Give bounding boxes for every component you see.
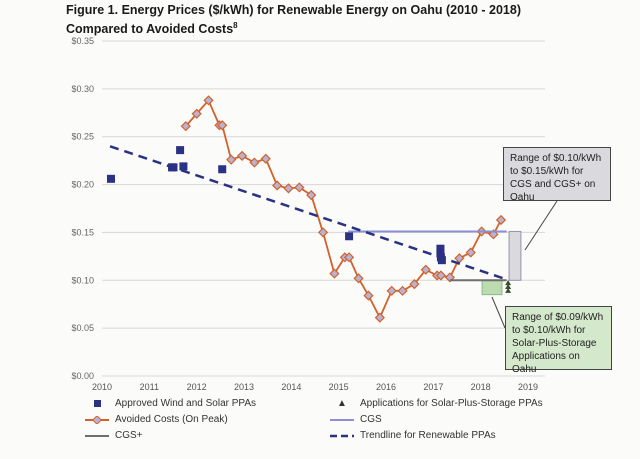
chart-title: Figure 1. Energy Prices ($/kWh) for Rene… (66, 3, 521, 37)
legend-label: CGS+ (115, 430, 143, 441)
diamond-marker (306, 190, 317, 201)
x-tick-label: 2010 (92, 382, 112, 392)
diamond-marker (272, 180, 283, 191)
series-line (109, 145, 507, 281)
diamond-marker (317, 227, 329, 238)
x-tick-label: 2018 (471, 382, 491, 392)
square-marker (218, 165, 227, 174)
diamond-marker (226, 154, 237, 165)
diamond-marker (191, 108, 202, 119)
diamond-marker (217, 120, 228, 131)
y-tick-label: $0.25 (71, 132, 94, 142)
x-tick-label: 2011 (140, 382, 159, 392)
x-tick-label: 2019 (518, 382, 538, 392)
line-icon (330, 418, 354, 421)
legend-cgs: CGS (330, 414, 382, 425)
square-marker (106, 174, 115, 183)
diamond-marker (420, 264, 431, 275)
legend-label: Trendline for Renewable PPAs (360, 430, 496, 441)
diamond-marker (454, 253, 465, 264)
range-box-cgs-range (508, 230, 522, 281)
annotation-leader-line (491, 296, 506, 329)
annotation-leader-line (524, 200, 558, 251)
title-line-1: Figure 1. Energy Prices ($/kWh) for Rene… (66, 3, 521, 17)
title-footnote: 8 (233, 21, 238, 30)
y-tick-label: $0.20 (71, 180, 94, 190)
diamond-marker (294, 182, 305, 193)
legend-cgs-plus: CGS+ (85, 430, 143, 441)
legend-trendline: Trendline for Renewable PPAs (330, 430, 496, 441)
annotation-solar-storage-range: Range of $0.09/kWh to $0.10/kWh for Sola… (505, 306, 612, 375)
legend-label: Avoided Costs (On Peak) (115, 414, 228, 425)
diamond-marker (386, 285, 397, 296)
y-tick-label: $0.30 (71, 84, 94, 94)
diamond-marker (329, 268, 340, 279)
square-marker (176, 146, 185, 155)
diamond-marker (283, 183, 294, 194)
series-line (185, 98, 502, 320)
triangle-marker (505, 280, 512, 286)
diamond-marker (465, 247, 476, 258)
square-marker (179, 162, 188, 171)
diamond-marker (363, 290, 374, 301)
dashed-line-icon (330, 434, 354, 438)
diamond-marker (495, 214, 507, 226)
y-tick-label: $0.00 (71, 371, 94, 381)
x-tick-label: 2012 (187, 382, 207, 392)
diamond-marker (343, 252, 355, 263)
x-tick-label: 2013 (234, 382, 254, 392)
diamond-marker (180, 121, 191, 132)
legend-approved-ppas: Approved Wind and Solar PPAs (85, 398, 256, 409)
square-marker-icon (85, 400, 109, 407)
square-marker (345, 232, 354, 241)
triangle-marker-icon: ▲ (337, 398, 347, 409)
x-tick-label: 2016 (376, 382, 396, 392)
y-tick-label: $0.10 (71, 275, 94, 285)
title-line-2: Compared to Avoided Costs8 (66, 18, 521, 37)
diamond-marker (237, 150, 248, 161)
legend-label: Approved Wind and Solar PPAs (115, 398, 257, 409)
y-tick-label: $0.35 (71, 36, 94, 46)
y-tick-label: $0.15 (71, 227, 94, 237)
diamond-marker (435, 270, 446, 281)
line-icon (85, 434, 109, 437)
legend-avoided-costs: Avoided Costs (On Peak) (85, 414, 228, 425)
legend-label: Applications for Solar-Plus-Storage PPAs (360, 398, 543, 409)
diamond-marker (353, 273, 364, 284)
legend-label: CGS (360, 414, 382, 425)
diamond-marker (397, 285, 408, 296)
diamond-marker (203, 95, 214, 106)
x-tick-label: 2015 (329, 382, 349, 392)
diamond-marker (260, 153, 271, 164)
title-line-2-text: Compared to Avoided Costs (66, 22, 234, 37)
diamond-marker (249, 157, 260, 168)
square-marker (437, 256, 446, 265)
diamond-marker (374, 312, 385, 323)
triangle-marker (505, 283, 512, 289)
annotation-cgs-range: Range of $0.10/kWh to $0.15/kWh for CGS … (503, 147, 611, 203)
x-tick-label: 2017 (423, 382, 443, 392)
square-marker (436, 244, 445, 253)
line-diamond-icon (85, 415, 109, 424)
triangle-marker (505, 287, 512, 293)
y-tick-label: $0.05 (71, 323, 94, 333)
diamond-marker (409, 279, 420, 290)
x-tick-label: 2014 (281, 382, 301, 392)
range-box-solar-storage-range (481, 279, 503, 296)
legend-solar-storage: ▲ Applications for Solar-Plus-Storage PP… (330, 398, 543, 409)
